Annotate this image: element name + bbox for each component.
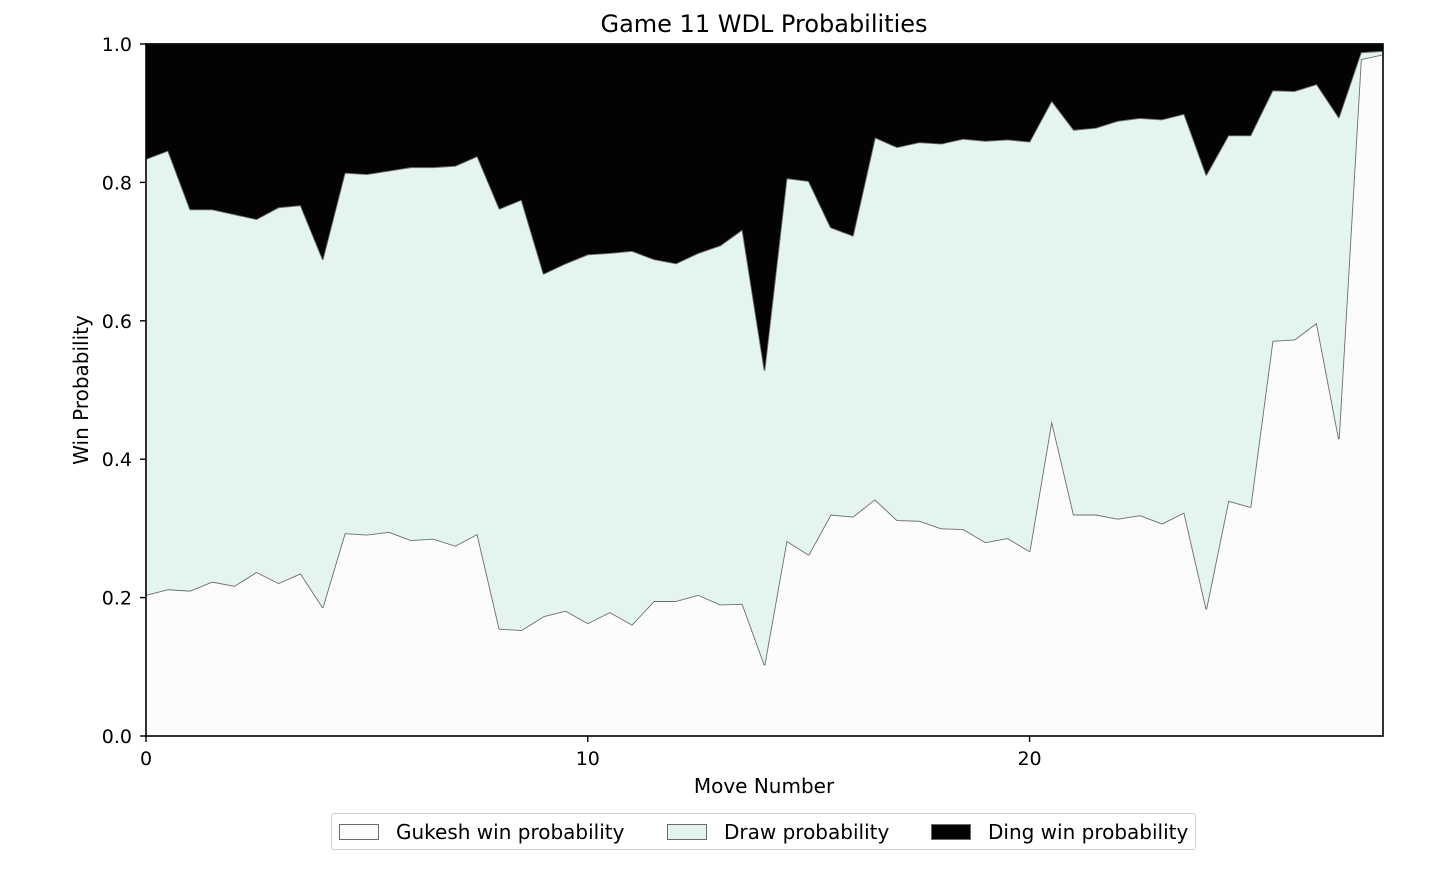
x-axis-label: Move Number <box>694 774 835 798</box>
legend-swatch-ding <box>931 824 971 840</box>
legend-swatch-gukesh <box>339 824 379 840</box>
legend: Gukesh win probability Draw probability … <box>331 813 1196 850</box>
y-tick-label: 1.0 <box>102 34 132 56</box>
y-tick-label: 0.4 <box>102 449 132 471</box>
stacked-areas <box>145 43 1384 736</box>
legend-label-draw: Draw probability <box>724 820 890 844</box>
y-tick-label: 0.6 <box>102 311 132 333</box>
area-ding <box>146 44 1383 370</box>
chart-title: Game 11 WDL Probabilities <box>600 10 927 38</box>
x-tick-label: 10 <box>576 748 600 770</box>
y-tick-label: 0.8 <box>102 172 132 194</box>
x-axis: 0 10 20 <box>140 736 1042 770</box>
y-tick-label: 0.2 <box>102 588 132 610</box>
area-gukesh <box>146 54 1383 736</box>
legend-swatch-draw <box>667 824 707 840</box>
legend-label-ding: Ding win probability <box>988 820 1189 844</box>
y-tick-label: 0.0 <box>102 726 132 748</box>
y-axis: 0.0 0.2 0.4 0.6 0.8 1.0 <box>102 34 146 748</box>
plot-frame <box>145 43 1384 737</box>
x-tick-label: 20 <box>1017 748 1041 770</box>
x-tick-label: 0 <box>140 748 152 770</box>
y-axis-label: Win Probability <box>69 315 93 465</box>
legend-item-gukesh: Gukesh win probability <box>339 822 624 842</box>
legend-item-draw: Draw probability <box>667 822 889 842</box>
legend-label-gukesh: Gukesh win probability <box>396 820 625 844</box>
legend-item-ding: Ding win probability <box>931 822 1188 842</box>
area-draw <box>146 50 1383 665</box>
